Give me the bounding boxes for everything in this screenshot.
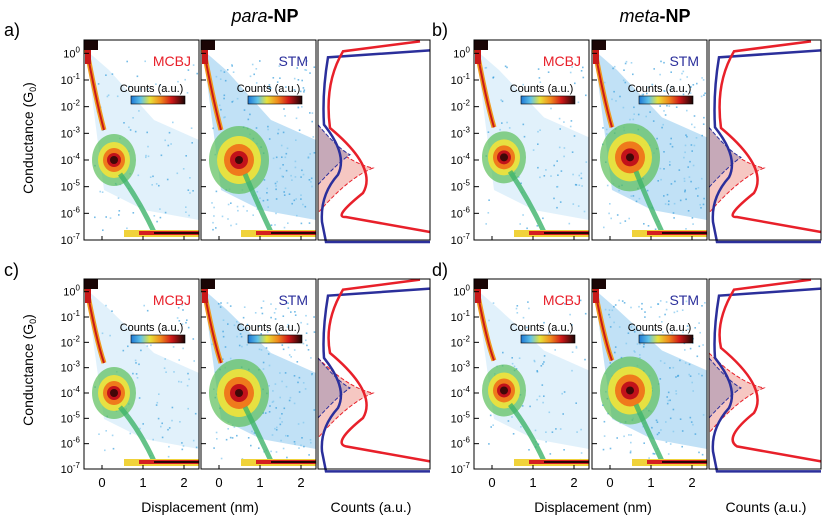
y-tick-label: 100 xyxy=(453,284,470,299)
mcbj-x-tick: 0 xyxy=(98,475,105,490)
y-tick-label: 10-4 xyxy=(61,152,81,167)
stm-colorbar xyxy=(247,95,303,105)
y-tick-label: 10-5 xyxy=(451,410,471,425)
stm-histogram xyxy=(711,49,822,244)
mcbj-histogram xyxy=(718,278,822,463)
y-tick-label: 100 xyxy=(453,45,470,60)
stm-histogram xyxy=(320,49,431,244)
y-tick-label: 10-7 xyxy=(61,461,81,476)
title-para-np: para-NP xyxy=(230,6,298,26)
stm-colorbar xyxy=(638,334,694,344)
xlabel-displacement-right: Displacement (nm) xyxy=(534,499,651,515)
mcbj-histogram xyxy=(718,40,822,234)
y-tick-label: 10-2 xyxy=(61,334,81,349)
stm-x-tick: 2 xyxy=(297,475,304,490)
y-tick-label: 10-5 xyxy=(61,410,81,425)
mcbj-x-tick: 0 xyxy=(488,475,495,490)
stm-x-tick: 0 xyxy=(215,475,222,490)
mcbj-label: MCBJ xyxy=(153,292,191,308)
stm-label: STM xyxy=(669,292,699,308)
y-tick-label: 100 xyxy=(63,45,80,60)
y-tick-label: 10-6 xyxy=(61,436,81,451)
mcbj-colorbar xyxy=(520,95,576,105)
stm-fill xyxy=(317,123,351,186)
y-axis-label-top: Conductance (G0) xyxy=(20,82,38,194)
y-tick-label: 10-7 xyxy=(451,461,471,476)
stm-colorbar xyxy=(638,95,694,105)
y-tick-label: 10-4 xyxy=(451,152,471,167)
stm-x-tick: 2 xyxy=(688,475,695,490)
y-tick-label: 10-7 xyxy=(451,232,471,247)
y-tick-label: 10-6 xyxy=(451,436,471,451)
y-tick-label: 10-2 xyxy=(451,99,471,114)
mcbj-colorbar-label: Counts (a.u.) xyxy=(120,322,184,334)
mcbj-colorbar-label: Counts (a.u.) xyxy=(510,83,574,95)
panel-letter-d: d) xyxy=(432,260,448,280)
mcbj-histogram xyxy=(327,40,431,234)
mcbj-colorbar-label: Counts (a.u.) xyxy=(510,322,574,334)
y-tick-label: 10-2 xyxy=(451,334,471,349)
xlabel-counts-right: Counts (a.u.) xyxy=(726,499,807,515)
mcbj-x-tick: 1 xyxy=(529,475,536,490)
mcbj-x-tick: 2 xyxy=(570,475,577,490)
y-tick-label: 10-1 xyxy=(61,72,81,87)
stm-colorbar-label: Counts (a.u.) xyxy=(628,83,692,95)
y-tick-label: 10-3 xyxy=(61,360,81,375)
stm-fill xyxy=(708,356,742,420)
stm-x-tick: 1 xyxy=(647,475,654,490)
xlabel-displacement-left: Displacement (nm) xyxy=(141,499,258,515)
y-tick-label: 10-4 xyxy=(61,385,81,400)
mcbj-colorbar xyxy=(520,334,576,344)
stm-colorbar-label: Counts (a.u.) xyxy=(237,83,301,95)
xlabel-counts-left: Counts (a.u.) xyxy=(331,499,412,515)
y-tick-label: 10-2 xyxy=(61,99,81,114)
mcbj-colorbar xyxy=(130,95,186,105)
stm-histogram xyxy=(320,287,431,473)
mcbj-colorbar xyxy=(130,334,186,344)
panel-letter-c: c) xyxy=(4,260,19,280)
stm-fill xyxy=(708,125,742,189)
mcbj-label: MCBJ xyxy=(543,292,581,308)
y-tick-label: 10-3 xyxy=(61,125,81,140)
y-tick-label: 10-5 xyxy=(61,179,81,194)
title-meta-np: meta-NP xyxy=(619,6,690,26)
stm-x-tick: 1 xyxy=(256,475,263,490)
stm-fill xyxy=(317,356,351,420)
panel-a: MCBJ Counts (a.u.) STM Counts (a.u.) 100 10-1… xyxy=(61,39,431,247)
mcbj-histogram xyxy=(327,278,431,463)
y-tick-label: 10-3 xyxy=(451,125,471,140)
mcbj-x-tick: 2 xyxy=(180,475,187,490)
y-tick-label: 10-1 xyxy=(451,309,471,324)
y-tick-label: 10-6 xyxy=(61,205,81,220)
stm-label: STM xyxy=(278,53,308,69)
stm-x-tick: 0 xyxy=(606,475,613,490)
y-tick-label: 10-1 xyxy=(451,72,471,87)
stm-label: STM xyxy=(278,292,308,308)
stm-colorbar-label: Counts (a.u.) xyxy=(628,322,692,334)
y-tick-label: 10-3 xyxy=(451,360,471,375)
stm-histogram xyxy=(711,287,822,473)
y-tick-label: 10-7 xyxy=(61,232,81,247)
y-tick-label: 10-6 xyxy=(451,205,471,220)
mcbj-label: MCBJ xyxy=(153,53,191,69)
panel-letter-b: b) xyxy=(432,20,448,40)
y-tick-label: 10-5 xyxy=(451,179,471,194)
stm-colorbar-label: Counts (a.u.) xyxy=(237,322,301,334)
mcbj-label: MCBJ xyxy=(543,53,581,69)
stm-colorbar xyxy=(247,334,303,344)
panel-letter-a: a) xyxy=(4,20,20,40)
mcbj-x-tick: 1 xyxy=(139,475,146,490)
y-tick-label: 100 xyxy=(63,284,80,299)
mcbj-colorbar-label: Counts (a.u.) xyxy=(120,83,184,95)
y-axis-label-bottom: Conductance (G0) xyxy=(20,314,38,426)
y-tick-label: 10-4 xyxy=(451,385,471,400)
stm-label: STM xyxy=(669,53,699,69)
y-tick-label: 10-1 xyxy=(61,309,81,324)
panel-b: MCBJ Counts (a.u.) STM Counts (a.u.) 100 10-1… xyxy=(451,39,822,247)
